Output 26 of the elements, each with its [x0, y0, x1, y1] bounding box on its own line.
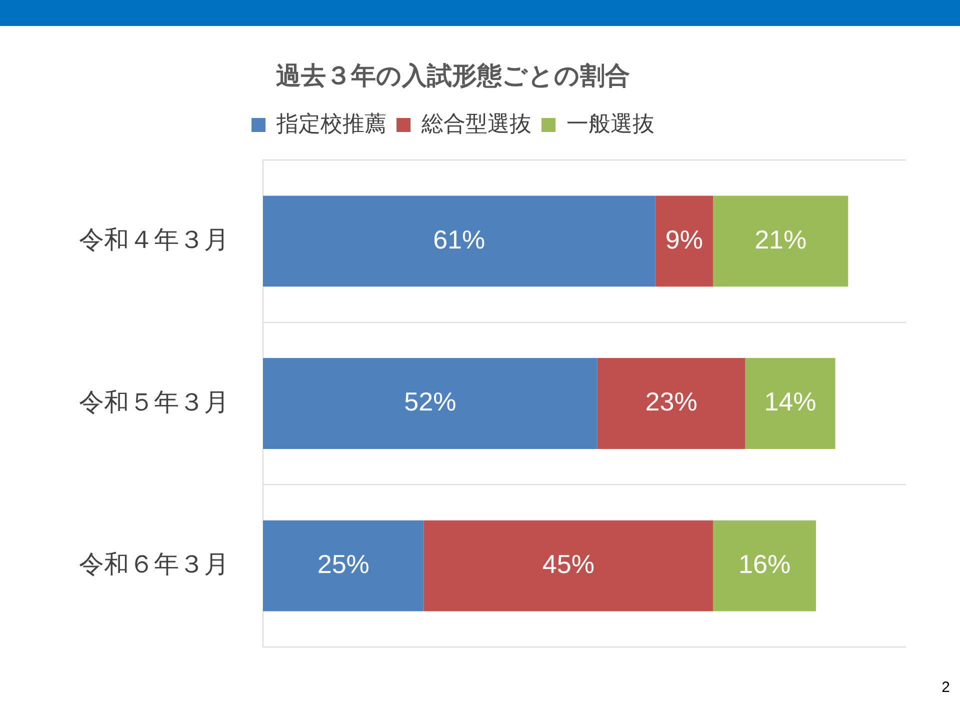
bar — [713, 520, 816, 612]
data-label: 14% — [764, 386, 816, 417]
legend-label: 一般選抜 — [566, 111, 654, 136]
bar — [713, 196, 848, 287]
bar — [745, 358, 836, 449]
legend-label: 総合型選抜 — [420, 111, 532, 136]
data-label: 25% — [317, 549, 370, 580]
y-tick-label: 令和５年３月 — [79, 388, 229, 416]
y-tick-label: 令和６年３月 — [79, 550, 229, 579]
bar — [424, 520, 714, 612]
data-label: 45% — [542, 549, 594, 580]
legend-label: 指定校推薦 — [276, 111, 386, 136]
text: 2 — [942, 679, 950, 696]
data-label: 16% — [738, 549, 791, 580]
data-label: 52% — [404, 386, 456, 417]
bar — [597, 358, 746, 449]
y-tick-label: 令和４年３月 — [79, 226, 229, 254]
bar — [655, 196, 714, 287]
bar — [263, 520, 424, 612]
data-label: 21% — [754, 224, 807, 254]
data-label: 9% — [665, 224, 703, 254]
bar — [263, 358, 598, 449]
chart-title: 過去３年の入試形態ごとの割合 — [276, 62, 630, 90]
data-label: 23% — [645, 386, 698, 417]
bar — [263, 196, 656, 287]
data-label: 61% — [433, 224, 486, 254]
